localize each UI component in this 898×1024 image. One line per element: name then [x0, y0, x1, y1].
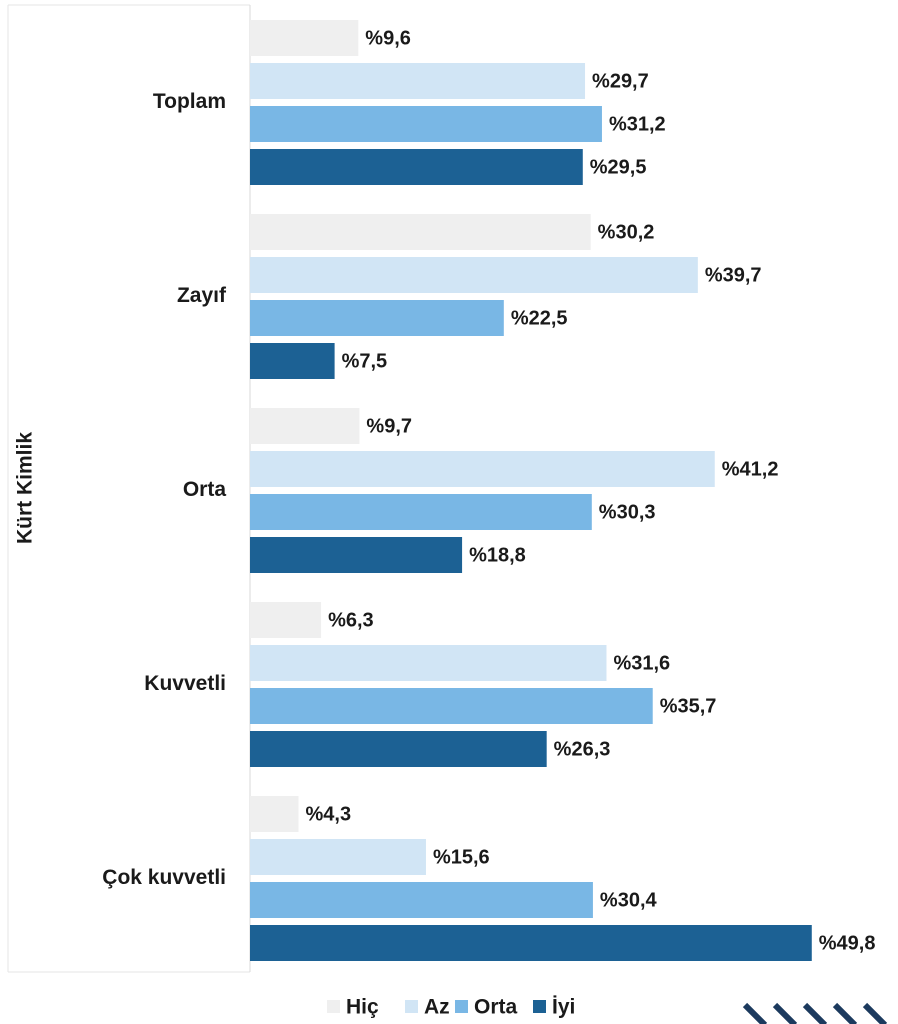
bar: [250, 537, 463, 573]
bar: [250, 882, 593, 918]
value-label: %9,6: [365, 27, 411, 49]
value-label: %31,6: [613, 652, 670, 674]
value-label: %18,8: [469, 544, 526, 566]
bar: [250, 925, 812, 961]
value-label: %4,3: [306, 803, 352, 825]
category-label: Orta: [183, 478, 227, 501]
value-label: %6,3: [328, 609, 374, 631]
bar: [250, 839, 426, 875]
value-label: %26,3: [554, 738, 611, 760]
value-label: %30,4: [600, 889, 658, 911]
bar: [250, 645, 607, 681]
legend-label: İyi: [552, 996, 575, 1019]
legend-swatch: [405, 1000, 418, 1013]
value-label: %49,8: [819, 932, 876, 954]
bar: [250, 63, 586, 99]
value-label: %41,2: [722, 458, 779, 480]
category-label: Çok kuvvetli: [102, 866, 226, 889]
bar: [250, 343, 335, 379]
bar: [250, 300, 504, 336]
value-label: %39,7: [705, 264, 762, 286]
bar: [250, 688, 653, 724]
value-label: %15,6: [433, 846, 490, 868]
value-label: %29,7: [592, 70, 649, 92]
category-label: Zayıf: [177, 284, 227, 307]
category-label: Kuvvetli: [144, 672, 226, 695]
value-label: %30,3: [599, 501, 656, 523]
value-label: %7,5: [342, 350, 388, 372]
value-label: %35,7: [660, 695, 717, 717]
bar: [250, 149, 583, 185]
legend-label: Hiç: [346, 996, 379, 1019]
value-label: %31,2: [609, 113, 666, 135]
value-label: %9,7: [366, 415, 412, 437]
legend-label: Az: [424, 996, 450, 1019]
bar: [250, 731, 547, 767]
y-axis-label: Kürt Kimlik: [14, 432, 37, 544]
value-label: %29,5: [590, 156, 647, 178]
decoration: [742, 1002, 888, 1024]
legend-label: Orta: [474, 996, 518, 1019]
legend-swatch: [455, 1000, 468, 1013]
legend-swatch: [533, 1000, 546, 1013]
legend-swatch: [327, 1000, 340, 1013]
bar: [250, 796, 299, 832]
bar: [250, 106, 602, 142]
bar: [250, 451, 715, 487]
value-label: %30,2: [598, 221, 655, 243]
bar: [250, 408, 360, 444]
category-label: Toplam: [153, 90, 226, 113]
bar: [250, 257, 698, 293]
bar: [250, 214, 591, 250]
bar: [250, 20, 359, 56]
value-label: %22,5: [511, 307, 568, 329]
bar: [250, 602, 322, 638]
bar: [250, 494, 592, 530]
